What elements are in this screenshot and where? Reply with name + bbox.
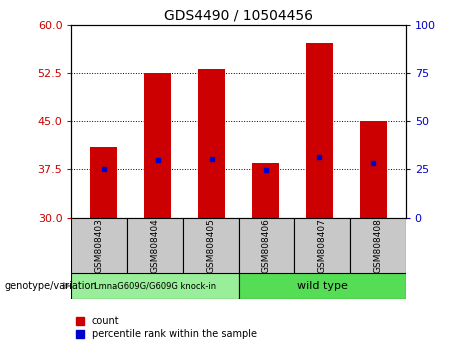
FancyBboxPatch shape	[183, 218, 239, 273]
FancyBboxPatch shape	[350, 218, 406, 273]
Bar	[252, 163, 279, 218]
Bar	[360, 121, 387, 218]
Text: wild type: wild type	[297, 281, 348, 291]
Text: GSM808407: GSM808407	[318, 218, 327, 273]
Bar	[144, 73, 171, 218]
Text: GSM808403: GSM808403	[95, 218, 104, 273]
Title: GDS4490 / 10504456: GDS4490 / 10504456	[164, 8, 313, 22]
FancyBboxPatch shape	[239, 218, 294, 273]
Text: GSM808408: GSM808408	[373, 218, 382, 273]
Bar	[306, 43, 333, 218]
FancyBboxPatch shape	[71, 273, 239, 299]
Text: GSM808404: GSM808404	[150, 218, 160, 273]
Bar	[198, 69, 225, 218]
FancyBboxPatch shape	[294, 218, 350, 273]
FancyBboxPatch shape	[127, 218, 183, 273]
Legend: count, percentile rank within the sample: count, percentile rank within the sample	[77, 316, 257, 339]
Text: GSM808405: GSM808405	[206, 218, 215, 273]
Bar	[90, 147, 117, 218]
FancyBboxPatch shape	[239, 273, 406, 299]
FancyBboxPatch shape	[71, 218, 127, 273]
Text: GSM808406: GSM808406	[262, 218, 271, 273]
Text: LmnaG609G/G609G knock-in: LmnaG609G/G609G knock-in	[94, 281, 216, 290]
Text: genotype/variation: genotype/variation	[5, 281, 97, 291]
